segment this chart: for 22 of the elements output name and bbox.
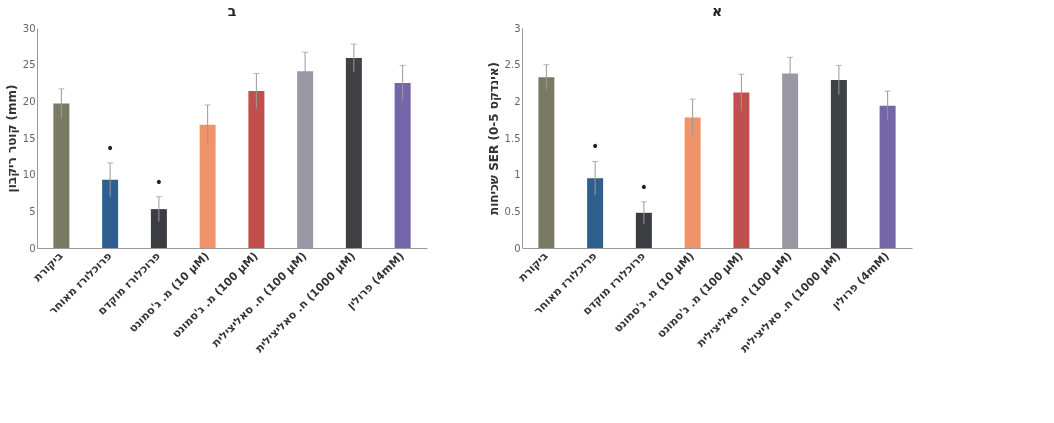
- y-tick-label: 1.5: [504, 132, 521, 144]
- y-tick-label: 5: [29, 205, 36, 217]
- annotation: •: [154, 173, 164, 190]
- y-tick-label: 0: [514, 242, 521, 254]
- y-tick-label: 15: [22, 132, 36, 144]
- y-axis-title: קוטר ריקבון (mm): [4, 84, 19, 193]
- y-axis-title: שכיחות SER (אינדקס 0-5): [486, 61, 501, 216]
- y-tick-label: 2: [514, 95, 521, 107]
- chart-title: א: [711, 3, 723, 19]
- y-tick-label: 1: [514, 169, 521, 181]
- y-tick-label: 25: [22, 59, 36, 71]
- y-tick-label: 20: [22, 95, 36, 107]
- chart-title: ב: [227, 3, 237, 19]
- y-tick-label: 2.5: [504, 59, 521, 71]
- y-tick-label: 10: [22, 169, 36, 181]
- annotation: •: [639, 178, 649, 195]
- y-tick-label: 0: [29, 242, 36, 254]
- y-tick-label: 0.5: [504, 205, 521, 217]
- y-tick-label: 30: [22, 22, 36, 34]
- annotation: •: [590, 138, 600, 155]
- annotation: •: [105, 139, 115, 156]
- y-tick-label: 3: [514, 22, 521, 34]
